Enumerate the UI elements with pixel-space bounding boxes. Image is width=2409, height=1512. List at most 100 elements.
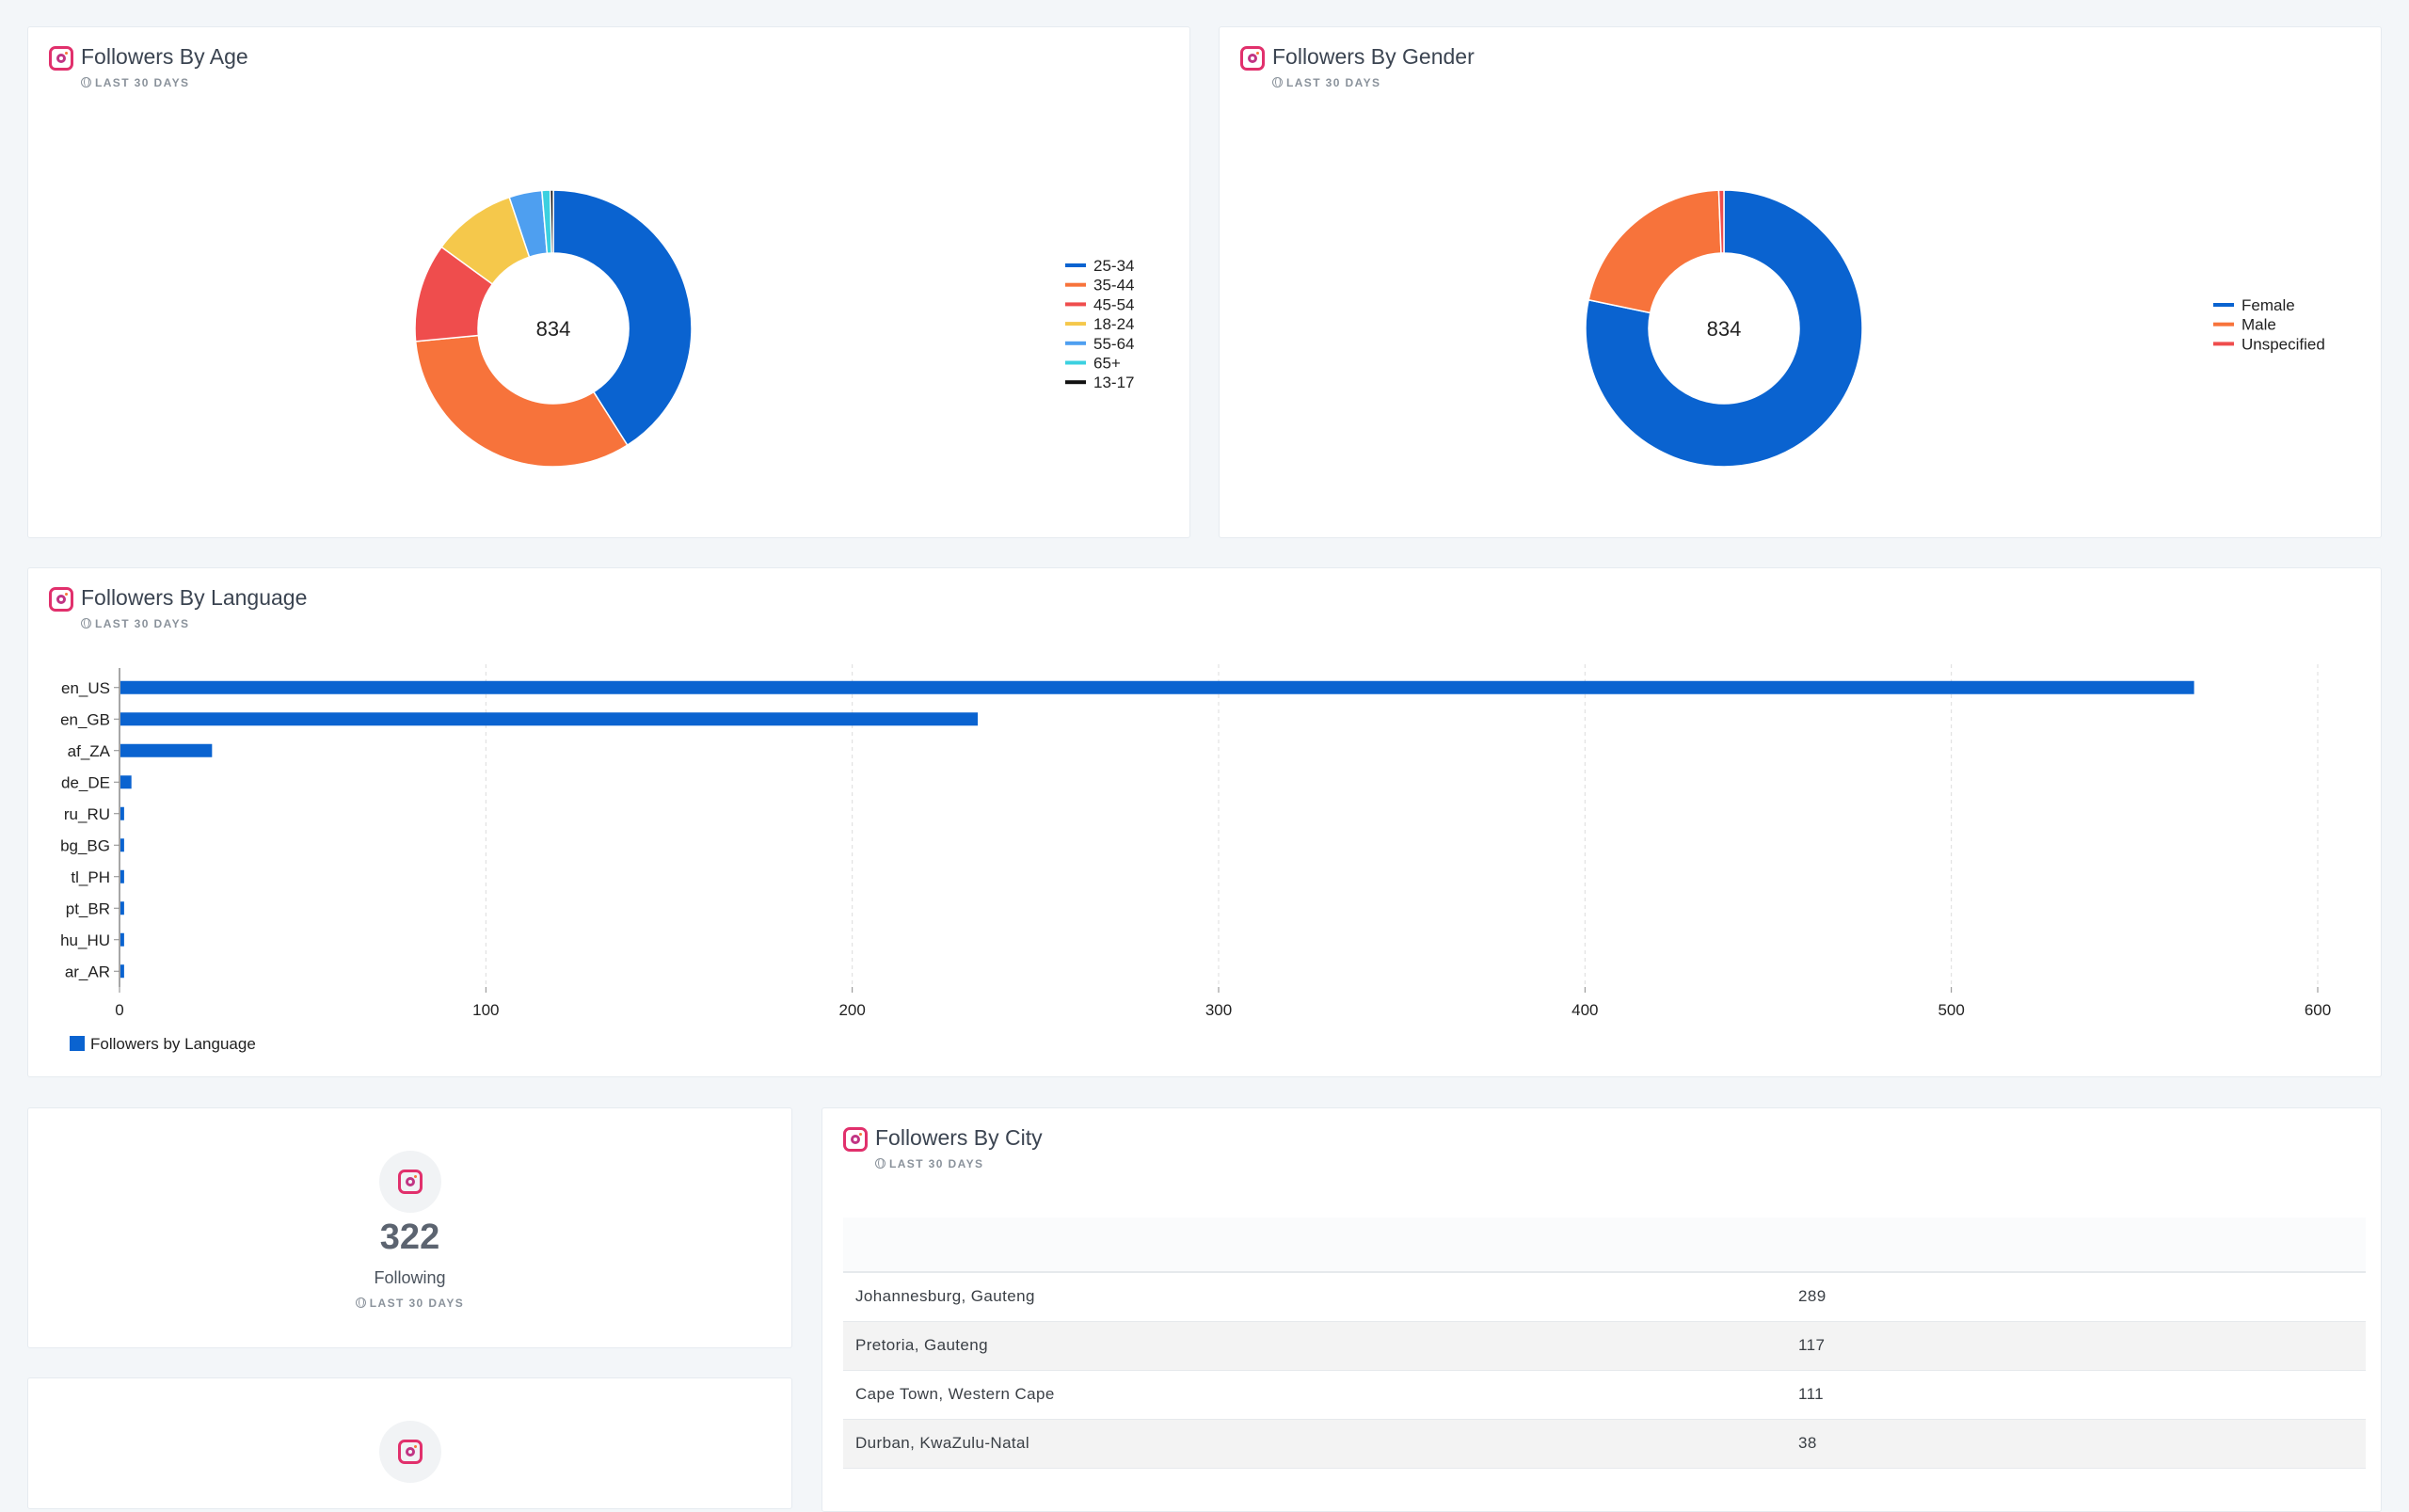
card-title: Followers By City: [875, 1125, 1043, 1150]
table-header-row: [843, 1218, 2366, 1272]
bar-hu_HU[interactable]: [120, 932, 124, 947]
donut-slice-Female[interactable]: [1585, 189, 1863, 468]
followers-by-gender-card: Followers By Gender LAST 30 DAYS 834 Fema…: [1219, 26, 2382, 538]
legend-swatch: [70, 1036, 85, 1051]
legend-label[interactable]: Unspecified: [2241, 335, 2325, 353]
following-count: 322: [379, 1218, 440, 1257]
city-name: Durban, KwaZulu-Natal: [855, 1434, 1030, 1452]
instagram-icon: [398, 1170, 423, 1194]
bar-tl_PH[interactable]: [120, 869, 124, 883]
bar-en_GB[interactable]: [120, 712, 979, 726]
donut-slice-35-44[interactable]: [414, 334, 629, 468]
donut-slice-Unspecified[interactable]: [1717, 189, 1725, 254]
period-text: LAST 30 DAYS: [889, 1157, 984, 1170]
legend-label[interactable]: 55-64: [1093, 335, 1134, 353]
following-stat-card: 322 Following LAST 30 DAYS: [27, 1107, 792, 1348]
followers-by-age-card: Followers By Age LAST 30 DAYS 834 25-34 35…: [27, 26, 1190, 538]
donut-slice-13-17[interactable]: [549, 189, 554, 254]
city-name: Cape Town, Western Cape: [855, 1385, 1055, 1403]
table-row: Cape Town, Western Cape 111: [843, 1370, 2366, 1419]
globe-icon: [81, 618, 91, 629]
legend-swatch: [1065, 380, 1086, 385]
period-label: LAST 30 DAYS: [1272, 76, 1380, 89]
following-label: Following: [374, 1268, 446, 1287]
city-count: 38: [1798, 1434, 1817, 1452]
x-tick-label: 100: [472, 1001, 499, 1019]
stat-card-2: [27, 1377, 792, 1509]
language-bar-chart: 0 100 200 300 400 500 600 en_US en_GB af_ZA de_DEr…: [60, 664, 2331, 1053]
instagram-icon: [843, 1127, 868, 1152]
legend-label[interactable]: 65+: [1093, 355, 1121, 373]
period-label: LAST 30 DAYS: [875, 1157, 983, 1170]
legend-label[interactable]: Followers by Language: [90, 1035, 256, 1053]
period-text: LAST 30 DAYS: [95, 76, 190, 89]
bar-de_DE[interactable]: [120, 775, 132, 789]
bar-pt_BR[interactable]: [120, 901, 124, 915]
legend-swatch: [1065, 302, 1086, 307]
x-tick-label: 300: [1205, 1001, 1232, 1019]
donut-slice-25-34[interactable]: [552, 189, 693, 447]
legend-swatch: [1065, 322, 1086, 326]
y-tick-label: en_US: [61, 679, 110, 697]
card-title: Followers By Age: [81, 44, 248, 69]
city-table: Johannesburg, Gauteng 289 Pretoria, Gaut…: [843, 1218, 2366, 1469]
city-count: 117: [1798, 1336, 1826, 1354]
legend-label[interactable]: 25-34: [1093, 257, 1134, 275]
city-name: Pretoria, Gauteng: [855, 1336, 988, 1354]
city-count: 111: [1798, 1385, 1825, 1403]
donut-center-total: 834: [536, 317, 571, 341]
card-title: Followers By Gender: [1272, 44, 1475, 69]
legend-swatch: [2213, 303, 2234, 307]
legend-label[interactable]: 45-54: [1093, 295, 1134, 313]
city-name: Johannesburg, Gauteng: [855, 1287, 1035, 1306]
x-tick-label: 600: [2305, 1001, 2331, 1019]
y-tick-label: tl_PH: [71, 868, 110, 886]
x-tick-label: 400: [1571, 1001, 1598, 1019]
y-tick-label: hu_HU: [60, 931, 110, 949]
donut-slice-Male[interactable]: [1587, 189, 1722, 314]
city-count: 289: [1798, 1287, 1827, 1306]
globe-icon: [1272, 77, 1283, 88]
y-tick-label: ru_RU: [64, 805, 110, 823]
legend-swatch: [1065, 341, 1086, 345]
bar-af_ZA[interactable]: [120, 743, 213, 757]
legend-label[interactable]: Female: [2241, 296, 2295, 314]
y-tick-label: pt_BR: [66, 899, 110, 917]
bar-ru_RU[interactable]: [120, 806, 124, 820]
period-label: LAST 30 DAYS: [28, 1297, 791, 1310]
donut-center-total: 834: [1707, 317, 1742, 341]
followers-by-language-card: Followers By Language LAST 30 DAYS 0 100 2…: [27, 567, 2382, 1077]
period-text: LAST 30 DAYS: [369, 1297, 465, 1310]
bar-en_US[interactable]: [120, 680, 2194, 694]
globe-icon: [81, 77, 91, 88]
x-tick-label: 0: [115, 1001, 123, 1019]
stat-icon-badge: [379, 1421, 441, 1483]
bar-bg_BG[interactable]: [120, 838, 124, 852]
legend-label[interactable]: 13-17: [1093, 374, 1134, 391]
y-tick-label: de_DE: [61, 773, 110, 791]
instagram-icon: [49, 587, 73, 612]
table-row: Johannesburg, Gauteng 289: [843, 1272, 2366, 1321]
legend-label[interactable]: 18-24: [1093, 315, 1134, 333]
legend-swatch: [2213, 322, 2234, 326]
period-text: LAST 30 DAYS: [95, 617, 190, 630]
globe-icon: [355, 1297, 366, 1308]
globe-icon: [875, 1158, 885, 1169]
legend-swatch: [1065, 360, 1086, 365]
x-tick-label: 500: [1938, 1001, 1964, 1019]
stat-icon-badge: [379, 1151, 441, 1213]
y-tick-label: af_ZA: [68, 742, 111, 760]
legend-swatch: [2213, 342, 2234, 346]
legend-label[interactable]: 35-44: [1093, 277, 1134, 294]
table-row: Pretoria, Gauteng 117: [843, 1321, 2366, 1370]
x-tick-label: 200: [838, 1001, 865, 1019]
instagram-icon: [1240, 46, 1265, 71]
legend-label[interactable]: Male: [2241, 316, 2276, 334]
y-tick-label: ar_AR: [65, 963, 110, 980]
bar-ar_AR[interactable]: [120, 964, 124, 979]
period-label: LAST 30 DAYS: [81, 617, 189, 630]
table-row: Durban, KwaZulu-Natal 38: [843, 1419, 2366, 1468]
card-title: Followers By Language: [81, 585, 308, 610]
